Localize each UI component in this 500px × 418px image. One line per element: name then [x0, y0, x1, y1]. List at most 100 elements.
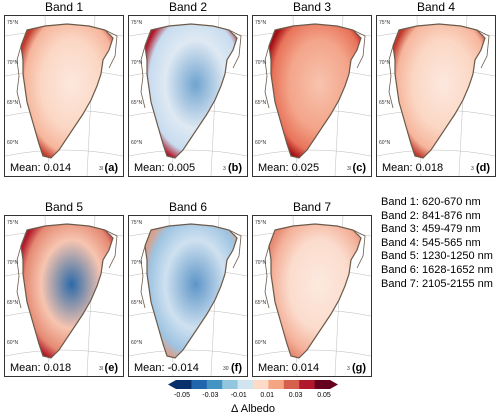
band-legend-item: Band 4: 545-565 nm: [381, 236, 481, 249]
colorbar-cell: [206, 380, 223, 389]
colorbar-tick-label: -0.05: [174, 392, 190, 399]
map-frame: 75°N 70°N 65°N 60°N 45°W 30°W Mean: 0.02…: [252, 15, 372, 177]
mean-value: Mean: 0.018: [380, 162, 446, 174]
colorbar-tick-label: 0.03: [288, 392, 303, 399]
map-frame: 75°N 70°N 65°N 60°N 45°W 30°W Mean: 0.01…: [252, 215, 372, 377]
lat-label: 70°N: [131, 260, 143, 266]
colorbar-label: Δ Albedo: [230, 403, 276, 415]
band-wavelength-legend: Band 1: 620-670 nm Band 2: 841-876 nm Ba…: [381, 196, 493, 291]
lat-label: 60°N: [7, 340, 19, 346]
panel-letter: (c): [350, 162, 368, 174]
map-panel: Band 7: [252, 200, 372, 378]
colorbar-tick-label: -0.03: [202, 392, 219, 399]
lat-label: 75°N: [255, 20, 267, 26]
lat-label: 60°N: [131, 140, 143, 146]
lat-label: 75°N: [7, 220, 19, 226]
lat-label: 60°N: [7, 140, 19, 146]
colorbar: -0.05 -0.03 -0.01 0.01 0.03 0.05 Δ Albedo: [168, 378, 338, 418]
lat-label: 65°N: [131, 300, 143, 306]
map-frame: 75°N 70°N 65°N 60°N 45°W 30°W Mean: 0.01…: [376, 15, 496, 177]
band-legend-item: Band 6: 1628-1652 nm: [381, 263, 493, 276]
panel-letter: (a): [102, 162, 120, 174]
map-panel: Band 6: [128, 200, 248, 378]
greenland-albedo-map: [5, 216, 123, 376]
panel-title: Band 6: [168, 200, 208, 214]
lat-label: 65°N: [255, 300, 267, 306]
lat-label: 75°N: [7, 20, 19, 26]
lat-label: 70°N: [7, 260, 19, 266]
colorbar-tick-label: 0.01: [260, 392, 274, 399]
panel-letter: (g): [349, 362, 368, 374]
lat-label: 70°N: [255, 60, 267, 66]
greenland-albedo-map: [5, 16, 123, 176]
colorbar-cell: [314, 380, 331, 389]
colorbar-cell: [176, 380, 192, 389]
lat-label: 75°N: [131, 20, 143, 26]
colorbar-cell: [191, 380, 208, 389]
panel-title: Band 5: [44, 200, 84, 214]
panel-letter: (b): [225, 162, 244, 174]
greenland-albedo-map: [129, 216, 247, 376]
colorbar-cell: [299, 380, 316, 389]
band-legend-item: Band 2: 841-876 nm: [381, 209, 481, 222]
lat-label: 75°N: [379, 20, 391, 26]
colorbar-cell: [237, 380, 254, 389]
lat-label: 75°N: [255, 220, 267, 226]
colorbar-ticks: -0.05 -0.03 -0.01 0.01 0.03 0.05: [168, 392, 338, 404]
panel-letter: (e): [102, 362, 120, 374]
colorbar-tick-label: 0.05: [317, 392, 331, 399]
map-frame: 75°N 70°N 65°N 60°N 45°W 30°W Mean: 0.01…: [4, 15, 124, 177]
lat-label: 70°N: [7, 60, 19, 66]
panel-title: Band 2: [168, 0, 208, 14]
map-frame: 75°N 70°N 65°N 60°N 45°W 30°W Mean: -0.0…: [128, 215, 248, 377]
lat-label: 60°N: [379, 140, 391, 146]
band-legend-item: Band 7: 2105-2155 nm: [381, 277, 493, 290]
lat-label: 60°N: [255, 340, 267, 346]
lat-label: 70°N: [255, 260, 267, 266]
panel-title: Band 4: [416, 0, 456, 14]
lat-label: 65°N: [7, 100, 19, 106]
colorbar-tick-label: -0.01: [230, 392, 247, 399]
lat-label: 65°N: [255, 100, 267, 106]
mean-value: Mean: 0.014: [256, 362, 322, 374]
panel-title: Band 3: [292, 0, 332, 14]
map-panel: Band 3: [252, 0, 372, 178]
map-panel: Band 5: [4, 200, 124, 378]
mean-value: Mean: 0.025: [256, 162, 322, 174]
colorbar-cell: [268, 380, 285, 389]
greenland-albedo-map: [129, 16, 247, 176]
lat-label: 60°N: [131, 340, 143, 346]
lat-label: 65°N: [7, 300, 19, 306]
lat-label: 70°N: [131, 60, 143, 66]
panel-letter: (f): [229, 362, 244, 374]
lat-label: 65°N: [379, 100, 391, 106]
panel-title: Band 7: [292, 200, 332, 214]
greenland-albedo-map: [253, 16, 371, 176]
band-legend-item: Band 1: 620-670 nm: [381, 196, 481, 208]
map-panel: Band 1: [4, 0, 124, 178]
mean-value: Mean: 0.018: [8, 362, 74, 374]
colorbar-extend-arrow: [168, 380, 176, 389]
colorbar-bar: [168, 380, 338, 389]
lat-label: 60°N: [255, 140, 267, 146]
colorbar-cell: [253, 380, 269, 389]
colorbar-cell: [222, 380, 239, 389]
mean-value: Mean: 0.005: [132, 162, 198, 174]
lat-label: 75°N: [131, 220, 143, 226]
lat-label: 65°N: [131, 100, 143, 106]
mean-value: Mean: -0.014: [132, 362, 201, 374]
band-legend-item: Band 5: 1230-1250 nm: [381, 250, 493, 263]
colorbar-cell: [283, 380, 300, 389]
panel-letter: (d): [473, 162, 492, 174]
mean-value: Mean: 0.014: [8, 162, 74, 174]
greenland-albedo-map: [377, 16, 495, 176]
map-panel: Band 2: [128, 0, 248, 178]
lat-label: 70°N: [379, 60, 391, 66]
greenland-albedo-map: [253, 216, 371, 376]
band-legend-item: Band 3: 459-479 nm: [381, 223, 481, 236]
map-frame: 75°N 70°N 65°N 60°N 45°W 30°W Mean: 0.00…: [128, 15, 248, 177]
map-panel: Band 4: [376, 0, 496, 178]
colorbar-extend-arrow: [330, 380, 338, 389]
panel-title: Band 1: [44, 0, 84, 14]
map-frame: 75°N 70°N 65°N 60°N 45°W 30°W Mean: 0.01…: [4, 215, 124, 377]
